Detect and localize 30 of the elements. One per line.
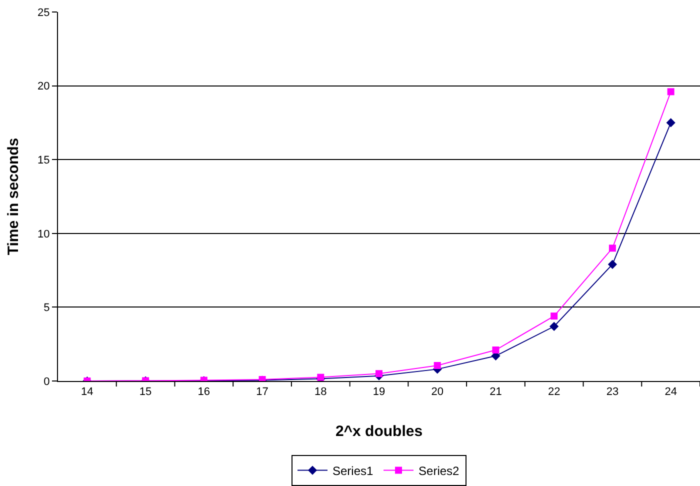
point <box>550 322 559 331</box>
y-tick-label: 10 <box>38 228 50 240</box>
x-tick-label: 18 <box>314 386 327 398</box>
y-axis-title: Time in seconds <box>5 138 22 256</box>
y-tick-label: 15 <box>38 154 50 166</box>
point <box>666 118 676 128</box>
point <box>434 362 441 369</box>
y-tick-label: 5 <box>44 302 50 314</box>
y-tick-label: 20 <box>38 80 50 93</box>
point <box>376 370 382 378</box>
point <box>608 260 617 269</box>
x-tick-label: 22 <box>548 386 560 398</box>
x-tick-label: 15 <box>139 386 152 398</box>
x-tick-label: 17 <box>256 386 268 398</box>
legend-label: Series1 <box>332 464 374 478</box>
x-tick-label: 20 <box>431 386 444 398</box>
y-tick-label: 0 <box>44 376 50 388</box>
legend-label: Series2 <box>418 464 460 478</box>
y-tick-label: 25 <box>38 6 50 19</box>
x-tick-label: 16 <box>198 386 210 398</box>
point <box>550 312 558 320</box>
x-tick-label: 21 <box>490 386 502 398</box>
x-tick-label: 24 <box>664 386 677 398</box>
x-tick-label: 14 <box>81 386 94 398</box>
x-axis-title: 2^x doubles <box>335 423 423 440</box>
point <box>667 88 674 96</box>
x-tick-label: 19 <box>372 386 386 398</box>
point <box>492 346 500 354</box>
point <box>608 244 616 252</box>
x-tick-label: 23 <box>606 386 619 398</box>
